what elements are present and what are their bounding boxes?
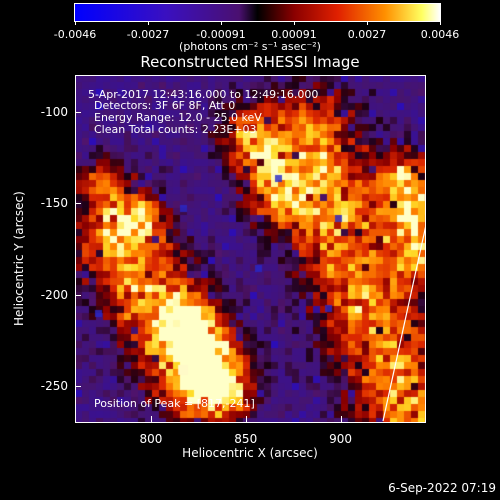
colorbar-tick-label: -0.0027 xyxy=(126,28,170,41)
y-tick xyxy=(75,111,81,113)
y-tick-label: -100 xyxy=(40,104,68,119)
detectors-text: Detectors: 3F 6F 8F, Att 0 xyxy=(94,99,236,112)
x-tick-label: 900 xyxy=(329,432,353,446)
x-axis-title: Heliocentric X (arcsec) xyxy=(182,446,318,460)
x-tick xyxy=(150,416,152,422)
colorbar-tick-label: 0.00091 xyxy=(271,28,317,41)
limb-line xyxy=(382,224,426,422)
y-tick xyxy=(75,294,81,296)
y-tick xyxy=(75,386,81,388)
colorbar xyxy=(74,3,441,22)
colorbar-tick-label: -0.0046 xyxy=(53,28,97,41)
colorbar-tick-label: 0.0027 xyxy=(347,28,387,41)
x-tick xyxy=(340,416,342,422)
colorbar-tick xyxy=(221,21,222,25)
y-tick-label: -150 xyxy=(40,196,68,211)
colorbar-tick xyxy=(367,21,368,25)
y-tick-label: -200 xyxy=(40,287,68,302)
x-tick xyxy=(245,416,247,422)
x-tick-label: 800 xyxy=(139,432,163,446)
colorbar-tick xyxy=(294,21,295,25)
x-tick-label: 850 xyxy=(234,432,258,446)
energy-range-text: Energy Range: 12.0 - 25.0 keV xyxy=(94,111,262,124)
colorbar-tick xyxy=(148,21,149,25)
colorbar-tick-label: -0.00091 xyxy=(196,28,246,41)
heatmap-plot[interactable] xyxy=(75,75,426,423)
colorbar-tick-label: 0.0046 xyxy=(420,28,460,41)
colorbar-tick xyxy=(440,21,441,25)
time-range-text: 5-Apr-2017 12:43:16.000 to 12:49:16.000 xyxy=(88,88,319,101)
y-tick-label: -250 xyxy=(40,379,68,394)
colorbar-units: (photons cm⁻² s⁻¹ asec⁻²) xyxy=(179,40,321,53)
peak-position-text: Position of Peak = [817,-241] xyxy=(94,397,255,410)
clean-counts-text: Clean Total counts: 2.23E+03 xyxy=(94,123,257,136)
footer-date: 6-Sep-2022 07:19 xyxy=(388,481,496,495)
colorbar-tick xyxy=(75,21,76,25)
chart-title: Reconstructed RHESSI Image xyxy=(140,53,360,71)
y-axis-title: Heliocentric Y (arcsec) xyxy=(12,191,26,326)
y-tick xyxy=(75,203,81,205)
